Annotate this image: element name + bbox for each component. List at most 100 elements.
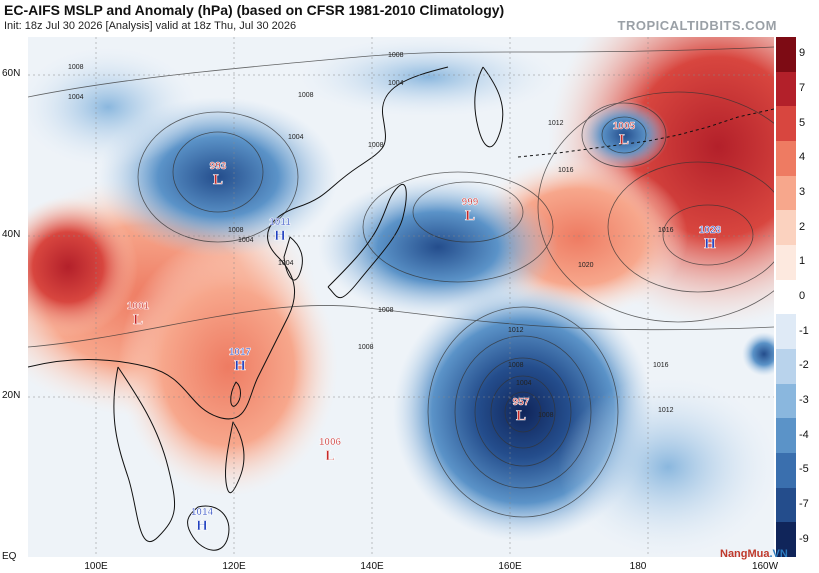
- lon-label: 180: [629, 561, 647, 572]
- lon-label: 120E: [222, 561, 246, 572]
- pressure-symbol: H: [196, 518, 208, 534]
- asia-coastline: [28, 66, 449, 420]
- pressure-symbol: H: [274, 228, 286, 244]
- map-title: EC-AIFS MSLP and Anomaly (hPa) (based on…: [4, 2, 505, 18]
- isobar-label: 1004: [288, 134, 304, 141]
- isobar-label: 1008: [298, 92, 314, 99]
- mslp-anomaly-map: 1004 1008 1004 1008 1012 1016 1008 1004 1008 1004…: [28, 37, 774, 557]
- lat-label: 20N: [2, 390, 21, 401]
- isobar-label: 1008: [368, 142, 384, 149]
- pressure-systems: 993L999L1005L1028H1011H1001L1017H957L100…: [127, 121, 722, 535]
- isobar-low-north: [137, 111, 299, 243]
- map-subtitle: Init: 18z Jul 30 2026 [Analysis] valid a…: [4, 20, 297, 32]
- isobar-label: 1008: [508, 362, 524, 369]
- pressure-symbol: L: [465, 208, 475, 224]
- isobar-label: 1016: [653, 362, 669, 369]
- pressure-value: 993: [210, 161, 227, 172]
- pressure-value: 1014: [191, 507, 214, 518]
- lat-label: 40N: [2, 229, 21, 240]
- anomaly-east-cool: [742, 332, 774, 376]
- watermark-part2: .VN: [769, 548, 788, 560]
- pressure-value: 1006: [319, 437, 342, 448]
- colorbar-segment: [776, 37, 796, 73]
- isobar-labels: 1004 1008 1004 1008 1012 1016 1008 1004 1008 1004…: [68, 52, 674, 419]
- isobar-typhoon: [490, 375, 556, 449]
- pressure-symbol: L: [619, 132, 629, 148]
- pressure-value: 957: [513, 397, 530, 408]
- colorbar-segment: [776, 453, 796, 489]
- isobar-typhoon: [504, 391, 542, 433]
- korea-coastline: [283, 236, 303, 281]
- isobar-label: 1004: [278, 260, 294, 267]
- colorbar-tick-label: -5: [799, 463, 809, 476]
- isobar-label: 1012: [548, 120, 564, 127]
- borneo-coastline: [187, 505, 230, 551]
- anomaly-south-cool: [558, 377, 774, 557]
- isobar-pacific-high: [662, 204, 754, 266]
- colorbar-segment: [776, 71, 796, 107]
- anomaly-japan-cool: [318, 177, 558, 317]
- isobar-label: 1012: [658, 407, 674, 414]
- isobar-label: 1004: [238, 237, 254, 244]
- colorbar-tick-label: -4: [799, 428, 809, 441]
- pressure-symbol: H: [234, 358, 246, 374]
- colorbar-segment: [776, 210, 796, 246]
- lat-label: 60N: [2, 68, 21, 79]
- isobar-label: 1008: [68, 64, 84, 71]
- colorbar-tick-label: 7: [799, 82, 806, 94]
- isobar-aleutian: [581, 102, 667, 168]
- colorbar-segment: [776, 175, 796, 211]
- isobar-label: 1008: [538, 412, 554, 419]
- colorbar-segment: [776, 349, 796, 385]
- colorbar-tick-label: 1: [799, 255, 806, 268]
- isobar-low-north: [172, 131, 264, 213]
- isobar-pacific-high: [607, 161, 774, 293]
- colorbar-tick-label: -7: [799, 498, 809, 510]
- isobar-label: 1008: [388, 52, 404, 59]
- watermark-logo: NangMua.VN: [720, 548, 788, 560]
- isobar-label: 1020: [578, 262, 594, 269]
- pressure-value: 1005: [613, 121, 636, 132]
- colorbar-tick-label: -9: [799, 532, 809, 545]
- colorbar-segment: [776, 522, 796, 558]
- isobar-label: 1008: [228, 227, 244, 234]
- colorbar-tick-label: 4: [799, 151, 806, 164]
- isobar-label: 1016: [558, 167, 574, 174]
- isobar-label: 1004: [68, 94, 84, 101]
- isobar-low-east: [362, 171, 554, 283]
- colorbar-segment: [776, 487, 796, 523]
- grid-lines: [28, 37, 774, 557]
- pressure-symbol: L: [325, 448, 335, 464]
- isobar-typhoon: [427, 306, 619, 518]
- pressure-value: 999: [462, 197, 479, 208]
- isobar-label: 1008: [378, 307, 394, 314]
- isobar-label: 1004: [388, 80, 404, 87]
- colorbar-segment: [776, 383, 796, 419]
- lon-label: 160E: [498, 561, 522, 572]
- isobar-aleutian: [601, 116, 647, 154]
- colorbar-tick-label: 9: [799, 47, 806, 60]
- isobar-typhoon: [474, 357, 572, 467]
- pressure-value: 1017: [229, 347, 252, 358]
- taiwan-coastline: [230, 381, 241, 407]
- colorbar-segment: [776, 141, 796, 177]
- philippines-coastline: [225, 421, 245, 494]
- colorbar-tick-label: 0: [799, 290, 806, 302]
- pressure-value: 1011: [269, 217, 291, 228]
- colorbar-tick-label: -2: [799, 359, 809, 372]
- colorbar-segment: [776, 314, 796, 350]
- colorbar-tick-label: 2: [799, 220, 806, 233]
- colorbar-segment: [776, 245, 796, 281]
- pressure-value: 1001: [127, 301, 150, 312]
- isobar-label: 1012: [508, 327, 524, 334]
- pressure-symbol: L: [213, 172, 223, 188]
- colorbar: [776, 37, 796, 558]
- isobars: [28, 46, 774, 518]
- isobar-band: [28, 46, 774, 98]
